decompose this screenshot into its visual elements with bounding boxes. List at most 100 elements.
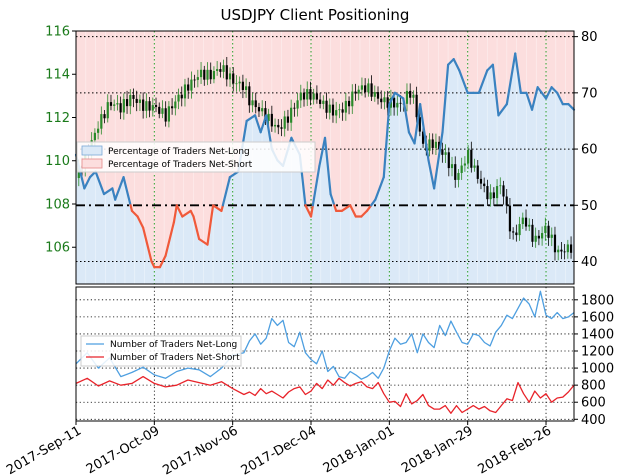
count-tick-label: 1200 <box>581 345 614 360</box>
net-long-segment <box>221 176 231 207</box>
candle-body <box>563 251 566 253</box>
net-short-segment <box>309 204 314 218</box>
legend-net-short-count: Number of Traders Net-Short <box>110 353 240 363</box>
price-tick-label: 116 <box>45 25 70 40</box>
candle-body <box>290 107 293 123</box>
net-long-segment <box>514 52 522 94</box>
candle-body <box>360 85 364 90</box>
net-long-segment <box>382 102 391 179</box>
candle-body <box>521 217 524 225</box>
net-long-segment <box>441 63 450 134</box>
net-long-segment <box>102 187 114 196</box>
candle-body <box>100 114 103 129</box>
candle-body <box>364 85 367 93</box>
candle-body <box>541 233 544 239</box>
net-long-segment <box>259 114 268 134</box>
candle-body <box>119 103 122 113</box>
candle-body <box>158 106 161 114</box>
candle-body <box>515 232 518 236</box>
candle-body <box>479 178 483 184</box>
candle-body <box>396 102 399 108</box>
net-short-segment <box>349 204 357 218</box>
net-short-segment <box>340 204 352 213</box>
net-long-segment <box>491 63 500 117</box>
candle-body <box>145 101 148 111</box>
count-tick-label: 1600 <box>581 310 614 325</box>
candle-body <box>299 92 302 101</box>
net-long-segment <box>433 131 444 190</box>
candle-body <box>219 69 222 72</box>
candle-body <box>264 108 267 121</box>
candle-body <box>328 104 331 113</box>
net-short-segment <box>175 204 184 218</box>
candle-body <box>444 152 447 155</box>
net-short-count-line <box>75 375 575 414</box>
candle-body <box>393 97 396 108</box>
candle-body <box>232 73 235 84</box>
candle-body <box>183 84 187 99</box>
candle-body <box>122 99 125 113</box>
net-short-segment <box>211 204 223 213</box>
candle-body <box>569 244 573 253</box>
candle-body <box>322 100 325 104</box>
candle-body <box>518 224 521 236</box>
candle-body <box>125 99 129 107</box>
net-long-segment <box>407 131 416 145</box>
candle-body <box>283 116 286 129</box>
candle-body <box>495 186 499 199</box>
price-tick-label: 114 <box>45 68 70 83</box>
candle-body <box>512 231 515 233</box>
percent-axis-ticks: 40 50 60 70 80 <box>574 30 598 270</box>
candle-body <box>206 69 209 80</box>
price-axis-ticks: 106 108 110 112 114 116 <box>45 25 76 256</box>
candle-body <box>386 97 389 108</box>
candle-body <box>222 65 225 72</box>
net-long-segment <box>452 58 461 72</box>
net-long-segment <box>556 91 564 106</box>
candle-body <box>319 99 322 104</box>
date-tick-label: 2018-Jan-29 <box>399 423 476 476</box>
candle-body <box>428 139 431 151</box>
candle-body <box>286 116 290 123</box>
candle-body <box>193 79 196 81</box>
candle-body <box>557 249 560 253</box>
candle-body <box>486 186 489 200</box>
candle-body <box>103 114 106 119</box>
candle-body <box>151 105 154 111</box>
candle-body <box>171 106 174 109</box>
net-long-segment <box>114 176 125 201</box>
candle-body <box>335 110 338 116</box>
candle-body <box>261 108 264 112</box>
net-long-segment <box>393 91 405 100</box>
net-long-segment <box>458 69 469 94</box>
candle-body <box>547 225 550 238</box>
candle-body <box>399 102 402 104</box>
net-long-segment <box>370 198 377 207</box>
net-long-segment <box>419 102 430 162</box>
bottom-legend: Number of Traders Net-Long Number of Tra… <box>80 335 242 367</box>
percent-tick-label: 60 <box>581 143 598 158</box>
candle-body <box>467 149 470 164</box>
net-short-segment <box>172 204 178 224</box>
top-panel-frame <box>75 30 575 285</box>
top-legend-box <box>76 141 316 173</box>
candle-body <box>225 65 228 80</box>
candle-body <box>418 117 421 132</box>
candle-body <box>434 141 438 148</box>
candle-body <box>470 149 473 168</box>
net-long-segment <box>477 69 489 94</box>
net-long-segment <box>323 136 332 196</box>
candle-body <box>544 225 547 234</box>
legend-net-long-pct: Percentage of Traders Net-Long <box>108 147 250 157</box>
candle-body <box>267 113 270 121</box>
candle-body <box>154 105 158 107</box>
candle-body <box>315 93 318 100</box>
candle-body <box>457 172 460 180</box>
candle-body <box>376 92 380 99</box>
price-tick-label: 108 <box>45 197 70 212</box>
candle-body <box>273 124 277 127</box>
percent-tick-label: 50 <box>581 199 598 214</box>
net-long-segment <box>388 91 397 106</box>
candle-body <box>421 131 425 144</box>
